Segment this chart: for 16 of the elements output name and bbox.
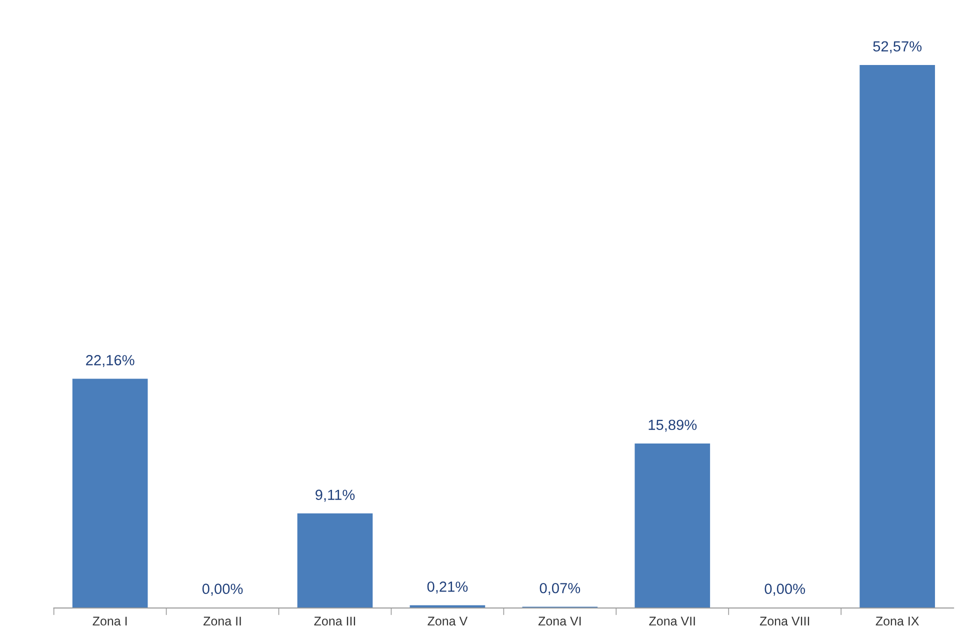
x-tick-label: Zona I: [92, 616, 127, 626]
x-tick-label: Zona IX: [876, 616, 919, 626]
data-label: 0,21%: [427, 582, 468, 594]
data-label: 0,07%: [540, 582, 580, 596]
x-tick-label: Zona VIII: [760, 616, 810, 626]
x-tick-label: Zona III: [314, 616, 356, 626]
x-tick-label: Zona VII: [649, 616, 695, 626]
data-label: 9,11%: [316, 490, 355, 502]
x-tick-label: Zona II: [203, 616, 241, 626]
x-tick-label: Zona VI: [538, 616, 581, 626]
data-label: 15,89%: [648, 420, 697, 432]
x-tick-label: Zona V: [428, 616, 468, 626]
data-label: 52,57%: [873, 41, 922, 54]
data-label: 0,00%: [202, 584, 243, 596]
data-label: 0,00%: [764, 584, 806, 596]
data-label: 22,16%: [86, 355, 134, 368]
